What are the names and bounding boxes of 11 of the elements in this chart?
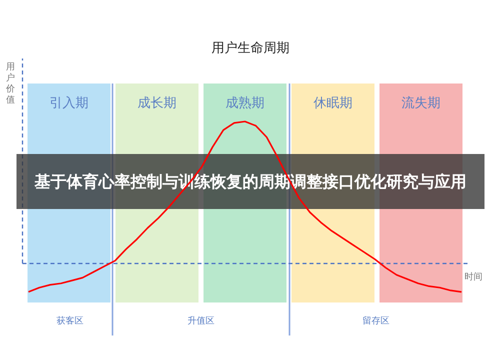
text: 休眠期: [314, 96, 352, 111]
text: 升值区: [188, 316, 214, 326]
text: 引入期: [50, 96, 88, 111]
text: 留存区: [362, 316, 390, 326]
x-axis-title: 时间: [464, 272, 482, 282]
text: 成长期: [138, 96, 176, 111]
y-axis-title: 用户价值: [5, 62, 15, 106]
text: 成熟期: [226, 96, 264, 111]
text: 获客区: [56, 316, 84, 326]
chart-title: 用户生命周期: [212, 41, 290, 56]
text: 流失期: [402, 95, 440, 111]
